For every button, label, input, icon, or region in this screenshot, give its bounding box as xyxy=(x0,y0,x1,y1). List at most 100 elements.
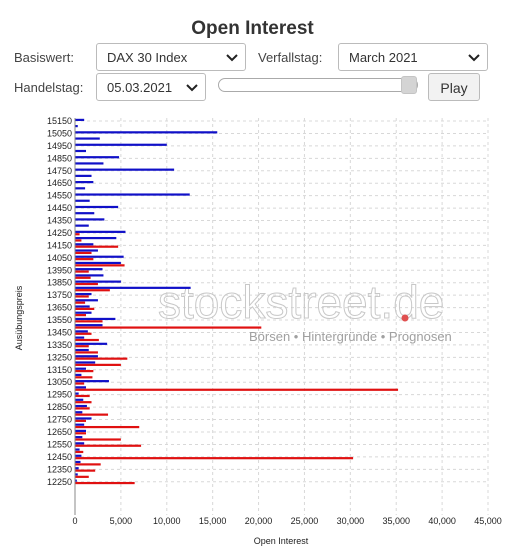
slider-handle[interactable] xyxy=(401,76,417,94)
watermark-tagline: Börsen • Hintergründe • Prognosen xyxy=(249,329,452,344)
bar-series-0 xyxy=(75,255,124,258)
y-tick-label: 14250 xyxy=(47,228,72,238)
basiswert-value: DAX 30 Index xyxy=(107,50,188,65)
bar-series-1 xyxy=(75,345,89,348)
y-tick-label: 13250 xyxy=(47,352,72,362)
x-tick-label: 25,000 xyxy=(291,516,319,526)
bar-series-1 xyxy=(75,457,354,460)
bar-series-0 xyxy=(75,286,191,289)
bar-series-1 xyxy=(75,320,103,323)
bar-series-1 xyxy=(75,258,94,261)
bar-series-0 xyxy=(75,467,79,470)
y-tick-label: 12850 xyxy=(47,402,72,412)
y-tick-label: 13950 xyxy=(47,265,72,275)
bar-series-0 xyxy=(75,392,79,395)
handelstag-select[interactable]: 05.03.2021 xyxy=(96,73,206,101)
bar-series-1 xyxy=(75,432,87,435)
bar-series-0 xyxy=(75,249,98,252)
bar-series-0 xyxy=(75,243,94,246)
y-tick-label: 15050 xyxy=(47,128,72,138)
bar-series-0 xyxy=(75,268,103,271)
y-tick-label: 14950 xyxy=(47,141,72,151)
bar-series-0 xyxy=(75,162,104,165)
x-tick-label: 35,000 xyxy=(382,516,410,526)
y-axis-label: Ausübungspreis xyxy=(14,285,24,351)
bar-series-1 xyxy=(75,326,262,329)
bar-series-1 xyxy=(75,351,98,354)
bar-series-1 xyxy=(75,295,89,298)
bar-series-1 xyxy=(75,314,87,317)
bar-series-0 xyxy=(75,224,89,227)
bar-series-0 xyxy=(75,361,96,364)
bar-series-0 xyxy=(75,131,218,134)
bar-series-0 xyxy=(75,417,92,420)
bar-series-0 xyxy=(75,423,85,426)
bar-series-1 xyxy=(75,450,84,454)
bar-series-0 xyxy=(75,355,98,358)
bar-series-0 xyxy=(75,429,87,432)
y-tick-label: 13750 xyxy=(47,290,72,300)
bar-series-1 xyxy=(75,388,399,391)
bar-series-0 xyxy=(75,305,90,308)
y-tick-label: 14850 xyxy=(47,153,72,163)
y-tick-label: 14650 xyxy=(47,178,72,188)
bar-series-0 xyxy=(75,454,82,457)
bar-series-1 xyxy=(75,438,121,441)
bar-series-0 xyxy=(75,324,103,327)
bar-series-1 xyxy=(75,245,119,248)
bar-series-0 xyxy=(75,205,119,209)
bar-series-0 xyxy=(75,380,109,383)
handelstag-value: 05.03.2021 xyxy=(107,80,173,95)
bar-series-0 xyxy=(75,336,85,339)
play-button[interactable]: Play xyxy=(428,73,480,101)
bar-series-0 xyxy=(75,448,80,451)
y-tick-label: 12950 xyxy=(47,390,72,400)
bar-series-0 xyxy=(75,436,83,439)
bar-series-1 xyxy=(75,264,125,267)
basiswert-label: Basiswert: xyxy=(14,50,74,65)
bar-series-0 xyxy=(75,342,108,345)
bar-series-1 xyxy=(75,363,121,366)
bar-series-1 xyxy=(75,233,80,236)
bar-series-0 xyxy=(75,398,84,401)
y-tick-label: 13050 xyxy=(47,377,72,387)
x-tick-label: 30,000 xyxy=(337,516,365,526)
y-tick-label: 12550 xyxy=(47,439,72,449)
bar-series-1 xyxy=(75,407,90,410)
bar-series-1 xyxy=(75,357,128,360)
bar-series-0 xyxy=(75,274,104,277)
bar-series-0 xyxy=(75,218,105,221)
y-tick-label: 12450 xyxy=(47,452,72,462)
bars xyxy=(75,118,399,485)
date-slider[interactable] xyxy=(218,76,418,94)
x-tick-label: 45,000 xyxy=(474,516,502,526)
x-axis-label: Open Interest xyxy=(253,536,309,546)
x-tick-label: 20,000 xyxy=(245,516,273,526)
verfallstag-select[interactable]: March 2021 xyxy=(338,43,488,71)
basiswert-select[interactable]: DAX 30 Index xyxy=(96,43,246,71)
bar-series-0 xyxy=(75,193,190,196)
bar-series-0 xyxy=(75,442,85,445)
bar-series-1 xyxy=(75,276,91,279)
bar-series-0 xyxy=(75,118,85,121)
bar-series-0 xyxy=(75,330,88,333)
bar-series-1 xyxy=(75,289,110,292)
bar-series-0 xyxy=(75,311,92,314)
y-tick-label: 13350 xyxy=(47,340,72,350)
bar-series-0 xyxy=(75,292,92,296)
page-title: Open Interest xyxy=(191,18,314,39)
y-tick-label: 13850 xyxy=(47,278,72,288)
bar-series-0 xyxy=(75,473,78,476)
bar-series-0 xyxy=(75,404,87,408)
y-tick-label: 14750 xyxy=(47,166,72,176)
bar-series-0 xyxy=(75,174,92,177)
bar-series-0 xyxy=(75,125,78,128)
x-tick-label: 15,000 xyxy=(199,516,227,526)
y-tick-label: 14450 xyxy=(47,203,72,213)
bar-series-1 xyxy=(75,332,92,335)
bar-series-1 xyxy=(75,382,85,385)
bar-series-1 xyxy=(75,370,94,373)
y-tick-label: 13550 xyxy=(47,315,72,325)
bar-series-1 xyxy=(75,251,92,255)
